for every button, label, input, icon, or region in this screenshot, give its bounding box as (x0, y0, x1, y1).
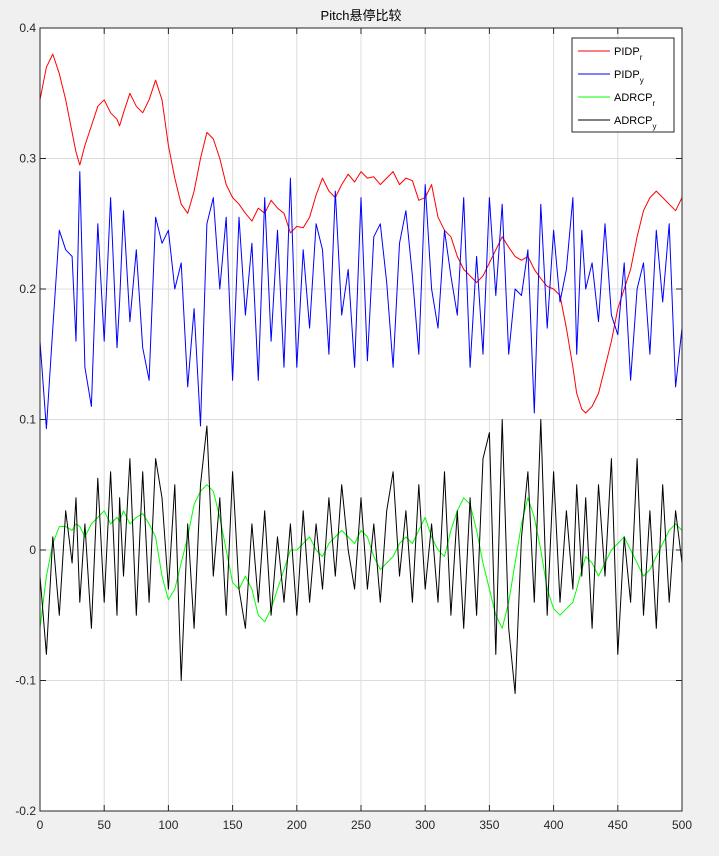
y-tick-label: 0.4 (19, 21, 36, 35)
x-tick-label: 50 (98, 818, 112, 832)
legend-label-name: PIDP (614, 46, 640, 58)
y-tick-label: 0.1 (19, 413, 36, 427)
x-tick-label: 300 (415, 818, 435, 832)
y-tick-label: 0.3 (19, 152, 36, 166)
legend-label: ADRCPy (614, 115, 657, 131)
y-tick-label: 0.2 (19, 282, 36, 296)
axis-ticks: 0 50 100 150 200 250 300 350 400 450 500 -0.2 -0.1 0 0… (15, 21, 692, 832)
legend-label-subscript: y (653, 122, 657, 131)
series-line-pidp-r (39, 53, 683, 414)
legend-box (571, 37, 675, 133)
chart-title: Pitch悬停比较 (321, 8, 402, 23)
x-tick-label: 350 (479, 818, 499, 832)
legend-label-subscript: r (653, 99, 656, 108)
x-tick-label: 250 (351, 818, 371, 832)
series-lines (39, 53, 683, 694)
x-tick-label: 150 (223, 818, 243, 832)
legend-label-name: ADRCP (614, 115, 653, 127)
x-tick-label: 450 (608, 818, 628, 832)
legend-label: PIDPy (614, 69, 644, 85)
y-tick-label: -0.1 (15, 674, 36, 688)
y-tick-label: 0 (29, 543, 36, 557)
legend-label-subscript: y (640, 76, 644, 85)
series-line-pidp-y (39, 171, 683, 430)
series-line-adrcp-y (39, 419, 683, 694)
legend-label: PIDPr (614, 46, 643, 62)
legend-label-subscript: r (640, 53, 643, 62)
legend-label-name: PIDP (614, 69, 640, 81)
legend-label: ADRCPr (614, 92, 656, 108)
x-tick-label: 100 (158, 818, 178, 832)
x-tick-label: 500 (672, 818, 692, 832)
x-tick-label: 200 (287, 818, 307, 832)
x-tick-label: 400 (544, 818, 564, 832)
x-tick-label: 0 (37, 818, 44, 832)
legend-label-name: ADRCP (614, 92, 653, 104)
y-tick-label: -0.2 (15, 804, 36, 818)
